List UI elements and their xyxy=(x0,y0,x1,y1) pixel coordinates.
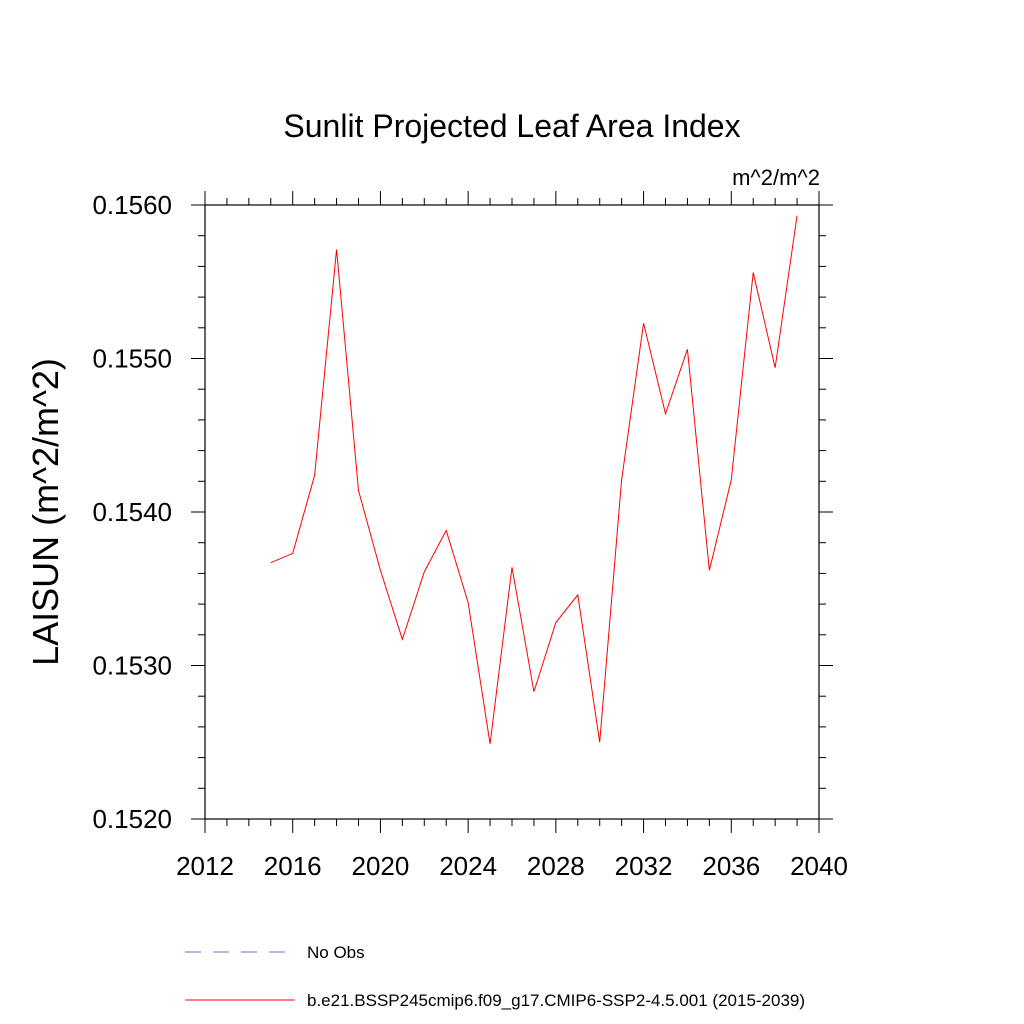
y-tick-label: 0.1550 xyxy=(92,344,172,374)
legend-label-0: No Obs xyxy=(307,943,365,962)
x-tick-label: 2040 xyxy=(790,851,848,881)
plot-frame xyxy=(204,204,820,820)
units-label: m^2/m^2 xyxy=(732,165,820,190)
legend-label-1: b.e21.BSSP245cmip6.f09_g17.CMIP6-SSP2-4.… xyxy=(307,991,805,1010)
x-tick-label: 2012 xyxy=(176,851,234,881)
legend: No Obs b.e21.BSSP245cmip6.f09_g17.CMIP6-S… xyxy=(185,943,805,1010)
y-tick-label: 0.1530 xyxy=(92,651,172,681)
x-tick-label: 2036 xyxy=(702,851,760,881)
plot-lines-group xyxy=(270,215,798,744)
x-tick-label: 2020 xyxy=(352,851,410,881)
y-tick-label: 0.1560 xyxy=(92,190,172,220)
y-tick-label: 0.1520 xyxy=(92,804,172,834)
x-tick-label: 2028 xyxy=(527,851,585,881)
axes-group: 2012 2016 2020 2024 2028 2032 2036 2040 0.1520 0.… xyxy=(92,190,847,881)
series-line-1 xyxy=(270,215,798,744)
x-tick-label: 2032 xyxy=(615,851,673,881)
y-axis-label: LAISUN (m^2/m^2) xyxy=(25,358,66,666)
chart-title: Sunlit Projected Leaf Area Index xyxy=(283,108,740,144)
x-tick-label: 2016 xyxy=(264,851,322,881)
y-tick-label: 0.1540 xyxy=(92,497,172,527)
x-tick-label: 2024 xyxy=(439,851,497,881)
